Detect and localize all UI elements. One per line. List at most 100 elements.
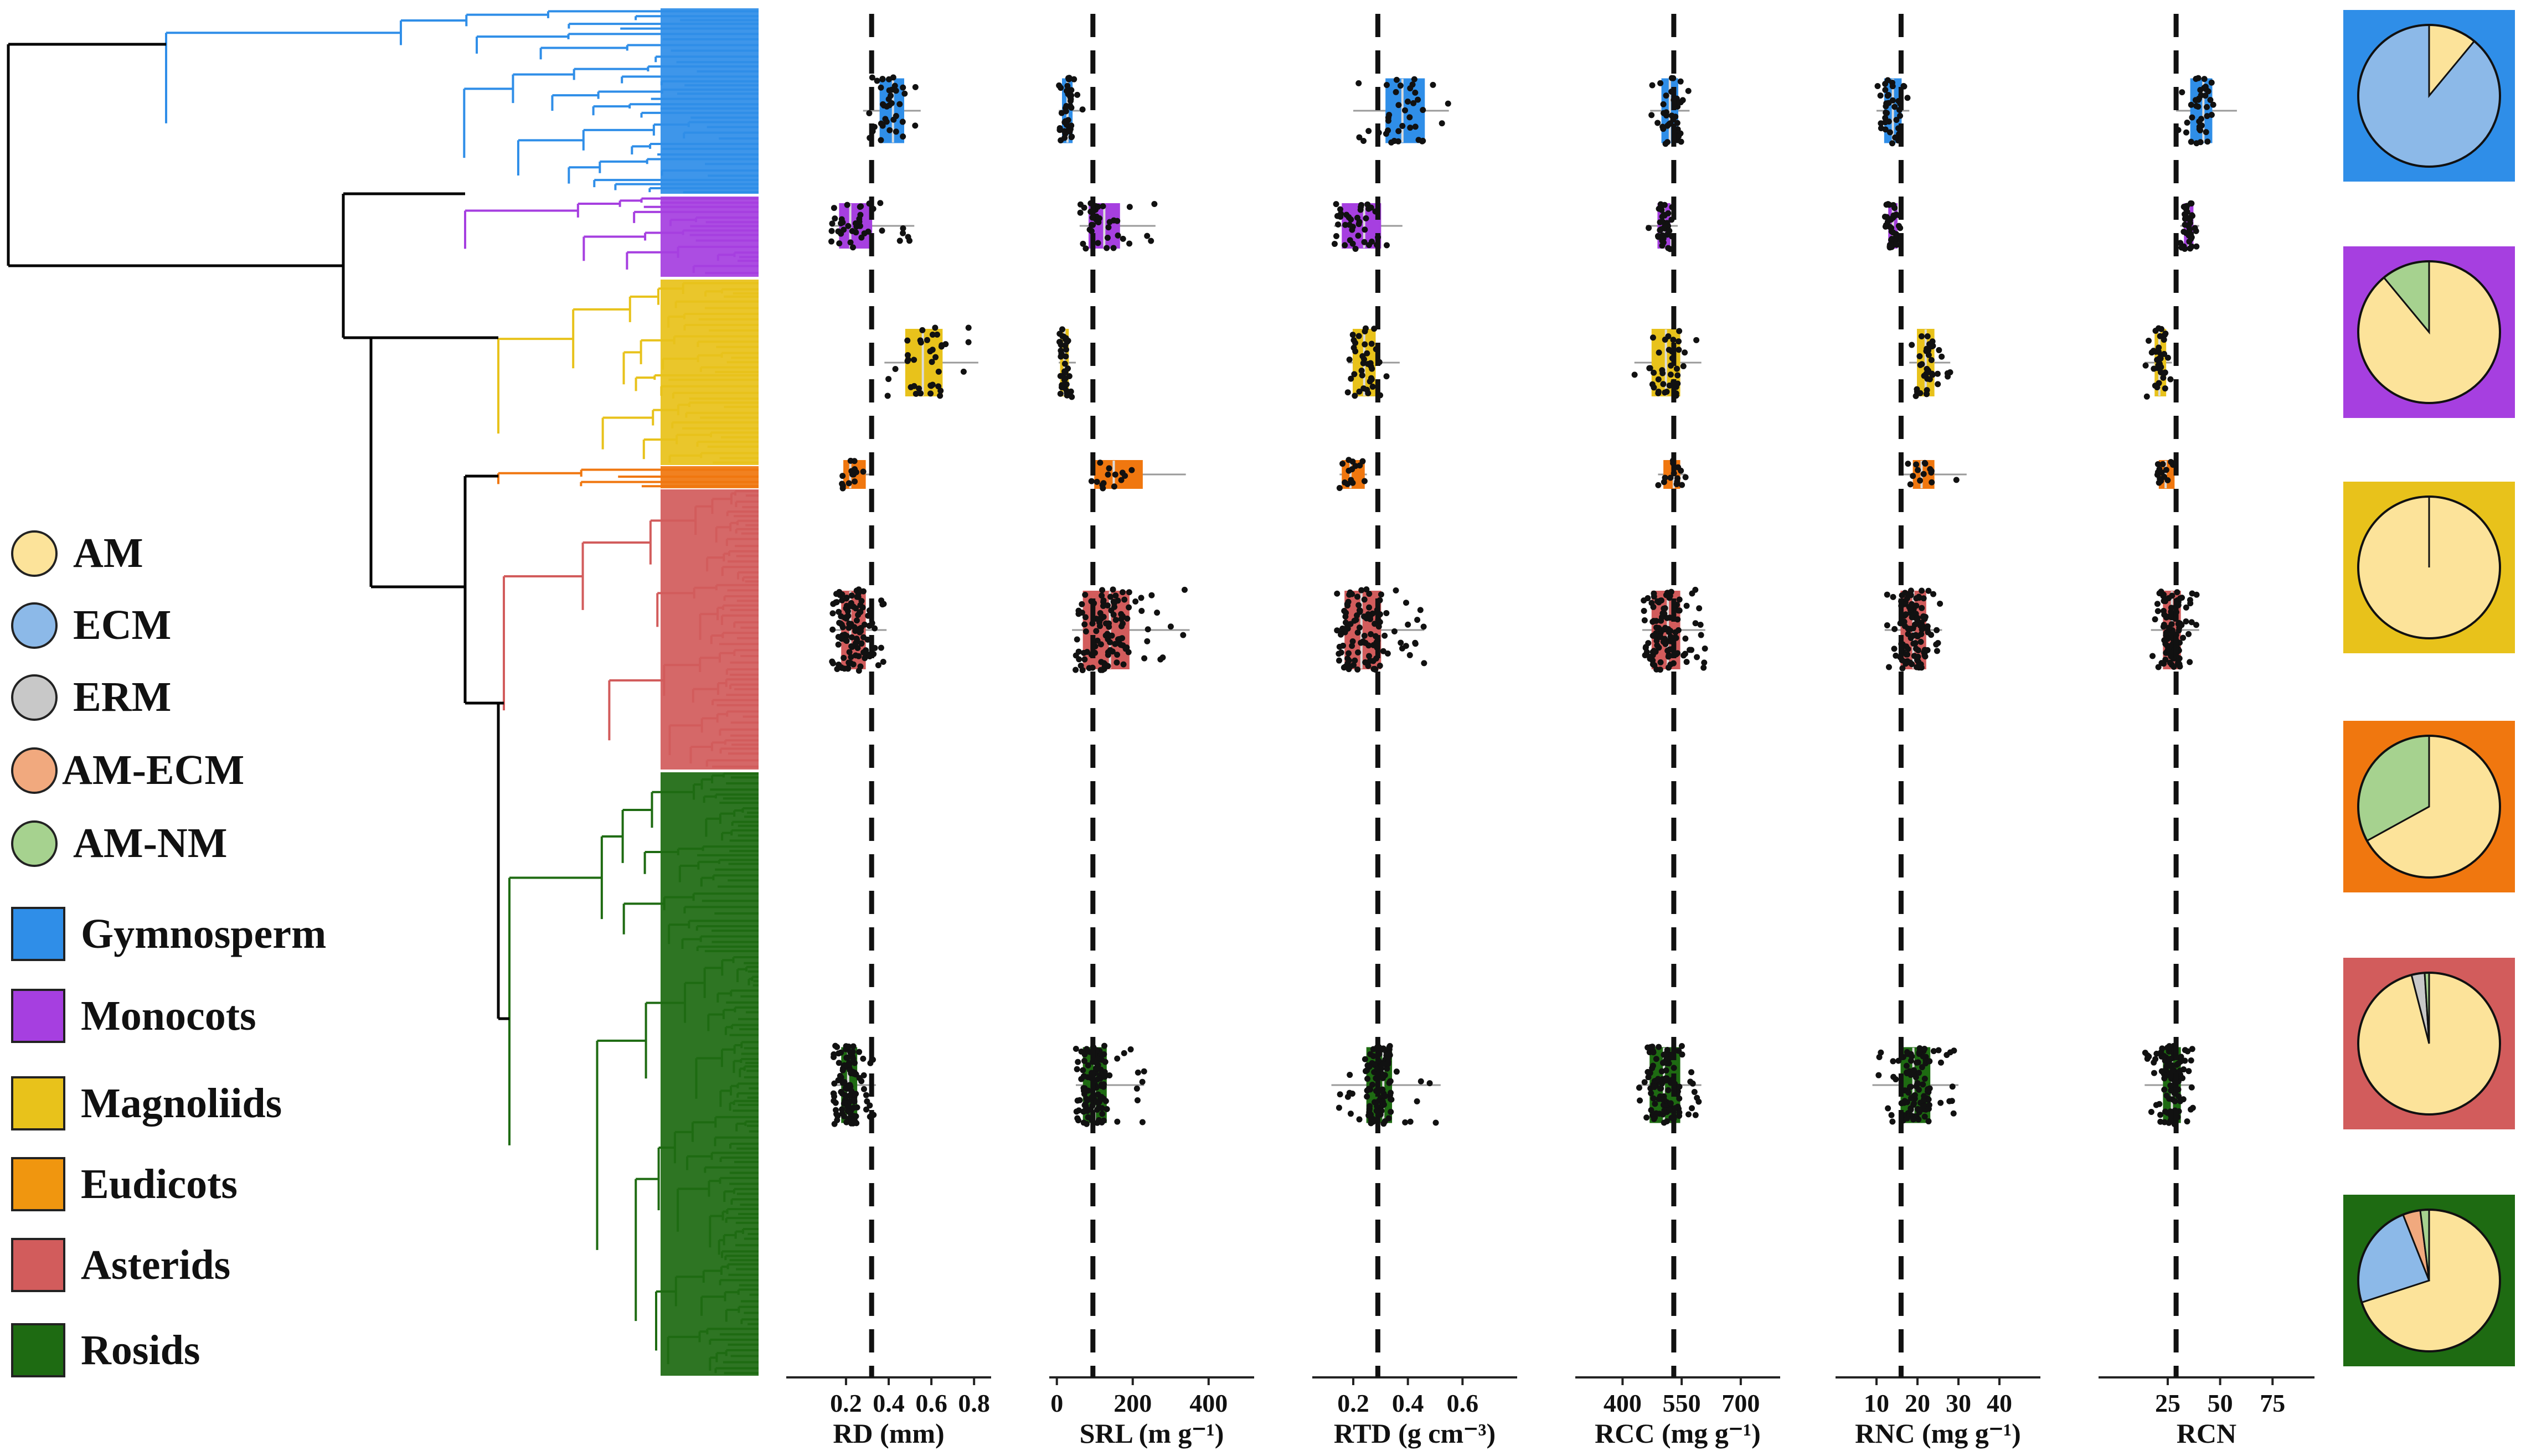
srl-rosids-point xyxy=(1104,1106,1110,1112)
rd-asterids-point xyxy=(862,655,868,662)
rtd-asterids-point xyxy=(1414,617,1421,623)
rd-rosids-point xyxy=(860,1072,867,1078)
srl-asterids-point xyxy=(1132,598,1139,605)
rnc-asterids-point xyxy=(1905,625,1911,632)
rcn-asterids-point xyxy=(2165,646,2172,652)
rcc-magnoliids-point xyxy=(1670,337,1677,343)
rd-monocots-point xyxy=(852,220,859,227)
rnc-rosids-point xyxy=(1920,1053,1926,1060)
rd-monocots-point xyxy=(831,205,837,211)
rtd-asterids-point xyxy=(1363,586,1370,593)
rtd-magnoliids-point xyxy=(1352,393,1358,399)
rd-monocots-point xyxy=(853,229,859,236)
rtd-gymnosperm-point xyxy=(1393,89,1399,95)
rcc-asterids-point xyxy=(1645,595,1651,602)
srl-rosids-point xyxy=(1099,1111,1106,1117)
srl-gymnosperm-point xyxy=(1066,128,1073,135)
rcn-monocots-point xyxy=(2182,221,2188,228)
srl-rosids-point xyxy=(1076,1097,1083,1103)
rcn-monocots-point xyxy=(2178,244,2185,251)
rtd-monocots-point xyxy=(1368,239,1375,245)
rtd-magnoliids-point xyxy=(1355,333,1362,339)
srl-monocots-point xyxy=(1106,219,1113,225)
srl-monocots-point xyxy=(1120,235,1126,242)
rcn-magnoliids-point xyxy=(2145,337,2152,344)
rtd-monocots-point xyxy=(1338,210,1344,217)
rtd-monocots-point xyxy=(1342,242,1348,249)
rcn-gymnosperm-point xyxy=(2188,101,2194,108)
rd-rosids-point xyxy=(831,1098,837,1104)
rcc-gymnosperm-point xyxy=(1657,80,1664,86)
rtd-monocots-point xyxy=(1337,206,1344,213)
rtd-monocots-point xyxy=(1346,221,1353,228)
tree-tips-gymnosperm xyxy=(661,8,759,194)
rtd-magnoliids-point xyxy=(1362,341,1368,348)
srl-asterids-point xyxy=(1099,587,1106,593)
rd-monocots-point xyxy=(858,203,864,210)
rcn-monocots-point xyxy=(2187,245,2193,252)
rcn-rosids-point xyxy=(2176,1068,2183,1075)
rnc-rosids-point xyxy=(1924,1088,1931,1094)
rcc-asterids-point xyxy=(1692,586,1699,593)
rd-asterids-point xyxy=(843,595,849,602)
rcn-rosids-point xyxy=(2180,1096,2187,1103)
rd-magnoliids-point xyxy=(905,357,911,363)
clade-asterids xyxy=(503,490,759,768)
rnc-rosids-point xyxy=(1911,1067,1917,1073)
srl-monocots-point xyxy=(1077,209,1084,216)
rnc-asterids-point xyxy=(1917,638,1924,645)
srl-tick-label: 400 xyxy=(1189,1389,1228,1417)
rcc-asterids-point xyxy=(1665,653,1672,660)
rcc-asterids-point xyxy=(1702,645,1708,652)
rd-magnoliids-point xyxy=(932,354,939,360)
rcc-asterids-point xyxy=(1687,647,1693,653)
rnc-rosids-point xyxy=(1916,1070,1922,1076)
rtd-asterids-point xyxy=(1417,607,1424,613)
rnc-rosids-point xyxy=(1950,1110,1957,1117)
rcn-gymnosperm-point xyxy=(2201,76,2208,82)
rnc-gymnosperm-point xyxy=(1882,115,1889,121)
rcc-asterids-point xyxy=(1657,659,1664,665)
pie-eudicots-outline xyxy=(2357,735,2501,879)
rd-magnoliids-point xyxy=(913,390,919,397)
rcn-asterids-point xyxy=(2189,590,2195,597)
rnc-asterids-point xyxy=(1915,633,1921,639)
rd-asterids-point xyxy=(848,634,855,641)
rd-asterids-point xyxy=(845,665,852,672)
rtd-magnoliids-point xyxy=(1356,388,1363,395)
srl-magnoliids-point xyxy=(1062,375,1069,382)
rd-asterids-point xyxy=(858,641,865,647)
rtd-eudicots-point xyxy=(1346,457,1352,463)
rcc-monocots-point xyxy=(1655,234,1662,240)
srl-rosids-point xyxy=(1106,1072,1113,1079)
rnc-magnoliids-point xyxy=(1944,370,1951,376)
rcc-asterids-point xyxy=(1696,605,1703,612)
rtd-rosids-point xyxy=(1386,1051,1393,1057)
rcc-magnoliids-point xyxy=(1662,389,1668,396)
legend-label-am: AM xyxy=(73,530,143,576)
rtd-monocots-point xyxy=(1349,226,1355,233)
rnc-rosids-point xyxy=(1908,1052,1915,1059)
srl-tick-label: 200 xyxy=(1113,1389,1152,1417)
rd-gymnosperm-point xyxy=(878,137,884,143)
rtd-rosids-point xyxy=(1388,1096,1395,1103)
rd-asterids-point xyxy=(853,617,860,624)
srl-monocots-point xyxy=(1126,240,1133,247)
rnc-asterids-point xyxy=(1905,646,1911,652)
rcc-rosids-point xyxy=(1645,1068,1651,1075)
rd-asterids-point xyxy=(829,626,836,633)
srl-eudicots-point xyxy=(1088,478,1095,484)
rtd-gymnosperm-point xyxy=(1383,131,1389,137)
srl-gymnosperm-point xyxy=(1061,128,1068,135)
srl-asterids-point xyxy=(1075,648,1082,655)
rd-magnoliids-point xyxy=(884,393,891,399)
rnc-monocots-point xyxy=(1894,241,1900,248)
rtd-eudicots-point xyxy=(1342,479,1348,486)
rnc-tick-label: 30 xyxy=(1946,1389,1971,1417)
rd-magnoliids-point xyxy=(927,390,934,397)
rtd-monocots-point xyxy=(1363,215,1369,221)
rcc-magnoliids-point xyxy=(1667,371,1674,378)
rtd-magnoliids-point xyxy=(1358,368,1365,374)
rtd-rosids-point xyxy=(1386,1043,1393,1050)
